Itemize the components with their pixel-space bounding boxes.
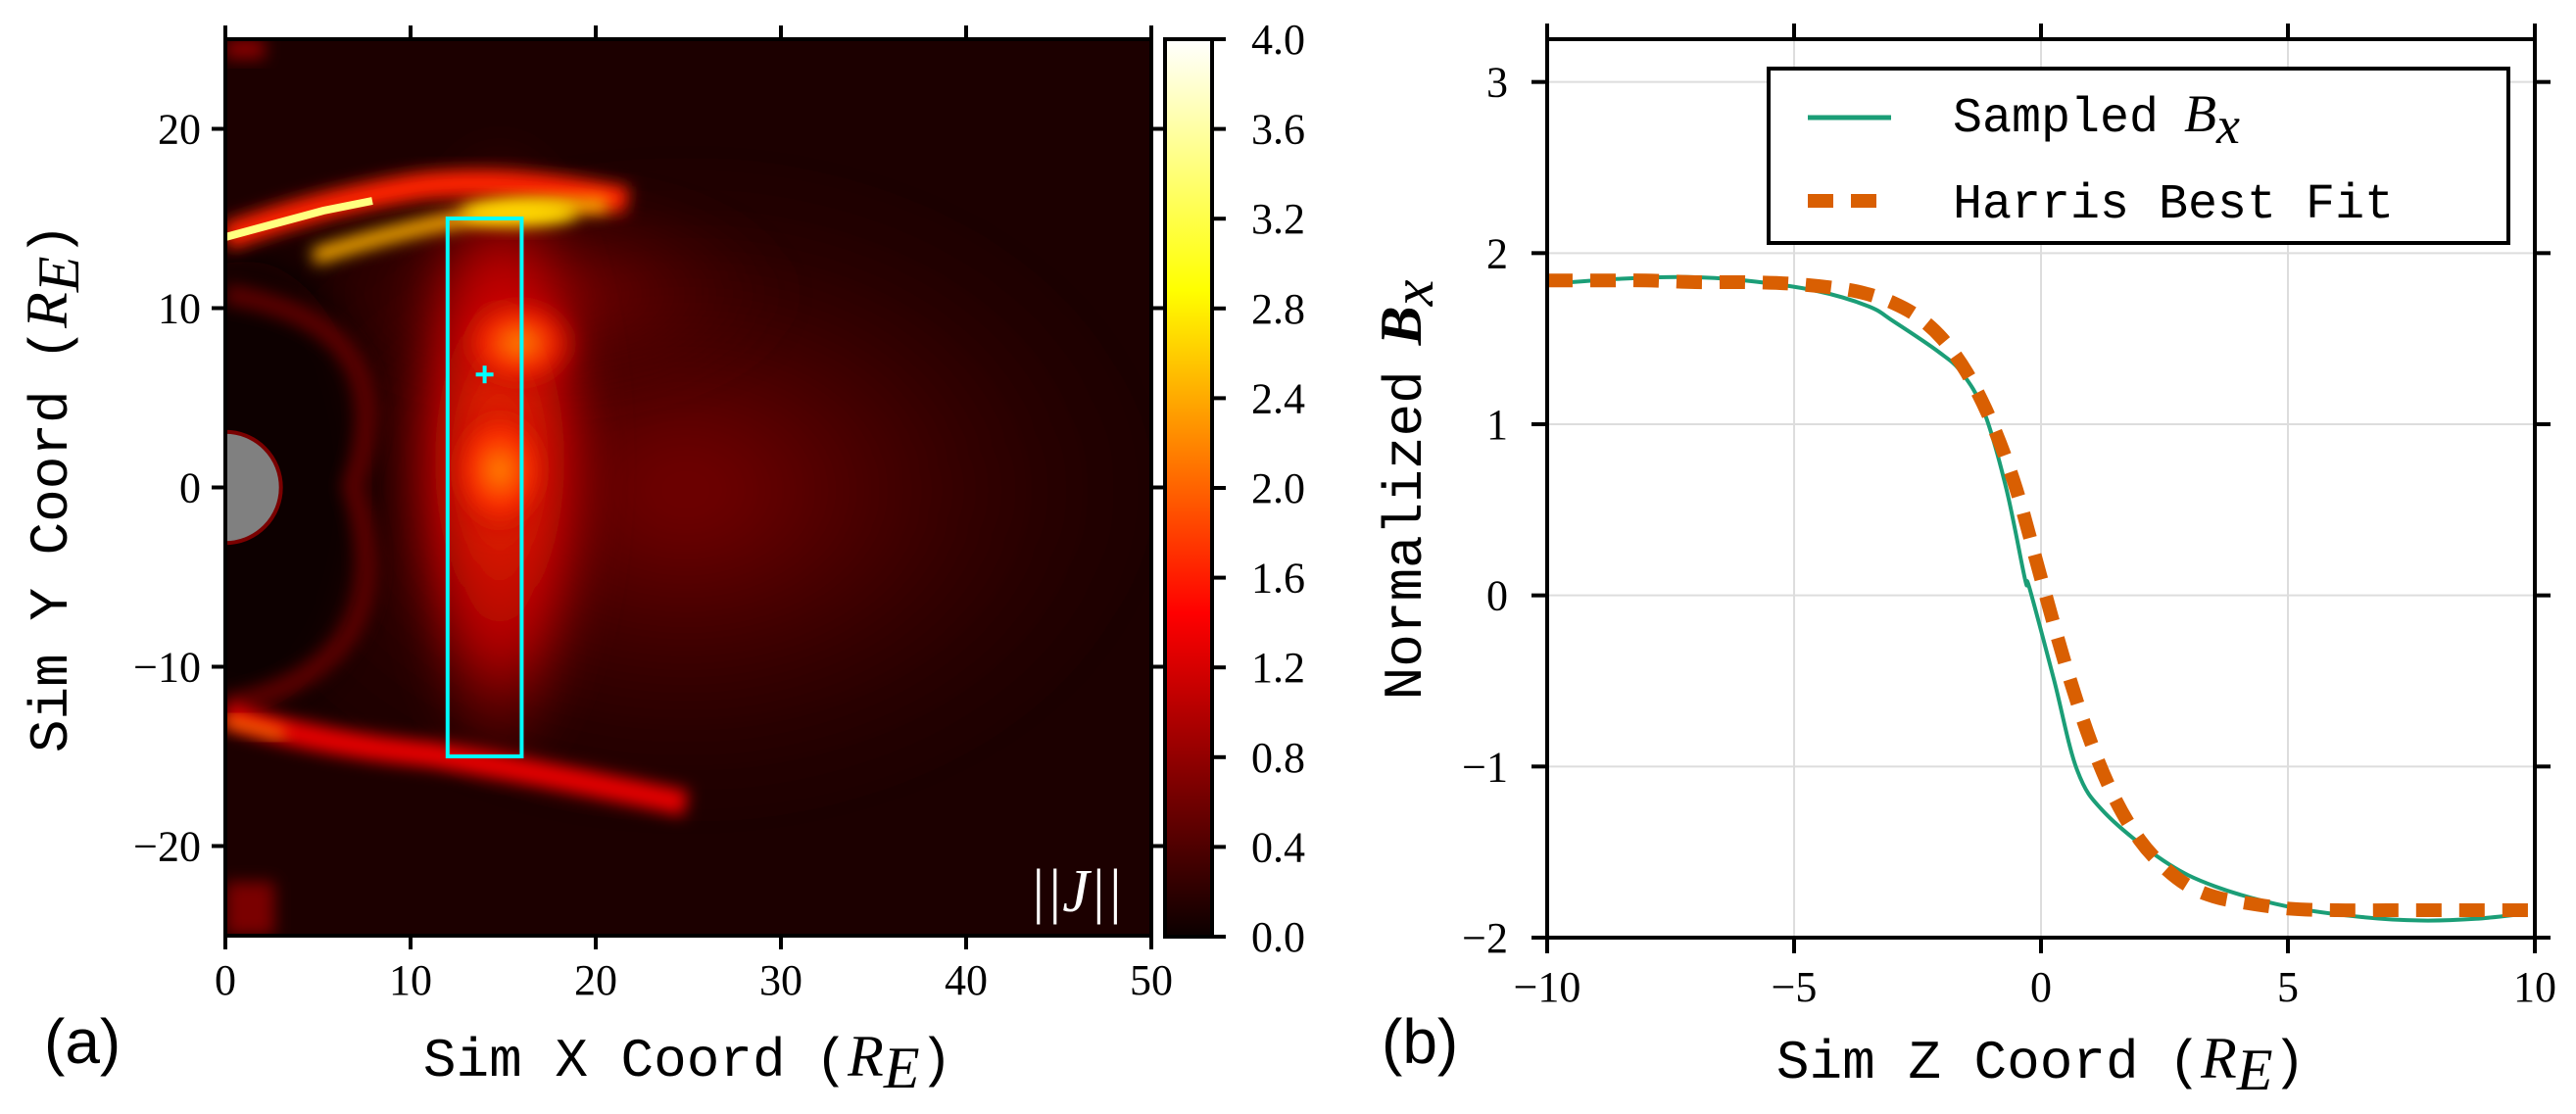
legend: Sampled Bx Harris Best Fit [1767, 67, 2510, 245]
panel-label-b: (b) [1382, 1006, 1458, 1077]
y-axis-unit-a: R [15, 292, 79, 329]
y-tick-label-b: 3 [1486, 59, 1508, 107]
x-tick-label-a: 20 [574, 956, 617, 1004]
y-tick-label-b: 0 [1486, 572, 1508, 620]
colorbar-tick-label: 2.8 [1251, 285, 1305, 333]
y-tick-label-a: −10 [133, 644, 201, 692]
x-axis-label-a: Sim X Coord (RE) [423, 1024, 952, 1100]
heatmap-peak [461, 199, 578, 226]
heatmap-cavity [225, 261, 372, 711]
heatmap-equatorial-blob [441, 397, 559, 544]
y-tick-label-b: −2 [1462, 914, 1508, 962]
colorbar-tick-label: 0.4 [1251, 823, 1305, 871]
colorbar-tick-label: 3.6 [1251, 106, 1305, 154]
x-tick-label-a: 10 [389, 956, 432, 1004]
heatmap-inner-arc [225, 283, 378, 716]
x-tick-label-b: 5 [2277, 963, 2299, 1011]
series-harris-fit [1547, 273, 2535, 918]
y-axis-label-b: Normalized Bx [1369, 279, 1445, 700]
legend-label-harris: Harris Best Fit [1953, 177, 2394, 233]
heatmap-lower-streak-core [225, 716, 286, 739]
x-tick-label-b: 10 [2513, 963, 2556, 1011]
colorbar-tick-label: 1.2 [1251, 644, 1305, 692]
x-tick-label-a: 0 [215, 956, 236, 1004]
y-tick-label-a: 20 [158, 106, 201, 154]
heatmap-mid-blob [451, 289, 588, 397]
x-tick-label-b: 0 [2030, 963, 2052, 1011]
x-tick-label-b: −10 [1514, 963, 1581, 1011]
x-axis-unit-b: R [2200, 1026, 2237, 1090]
legend-box [1767, 67, 2510, 245]
x-axis-label-b-text: Sim Z Coord [1776, 1032, 2139, 1094]
sample-box [445, 217, 524, 758]
x-tick-label-a: 30 [759, 956, 802, 1004]
colorbar-tick-label: 0.0 [1251, 913, 1305, 961]
y-tick-label-a: −20 [133, 823, 201, 871]
x-axis-label-b: Sim Z Coord (RE) [1776, 1026, 2306, 1102]
colorbar-tick-label: 0.8 [1251, 734, 1305, 782]
y-tick-label-a: 0 [179, 464, 201, 512]
colorbar-tick-label: 2.4 [1251, 374, 1305, 422]
y-tick-label-a: 10 [158, 285, 201, 333]
heatmap-edge-top [225, 39, 265, 59]
y-axis-math-sub-b: x [1381, 279, 1445, 307]
y-tick-label-b: 1 [1486, 401, 1508, 449]
earth-disk [225, 429, 283, 546]
colorbar-tick-label: 1.6 [1251, 555, 1305, 603]
legend-math-sub-sampled: x [2215, 96, 2240, 155]
legend-math-sampled: B [2184, 84, 2216, 143]
y-axis-label-a: Sim Y Coord(RE) [15, 223, 91, 752]
x-tick-label-a: 40 [945, 956, 988, 1004]
x-axis-unit-a: R [847, 1024, 884, 1089]
heatmap-lower-streak [225, 702, 689, 816]
colorbar-ticks: 0.0 0.4 0.8 1.2 1.6 2.0 2.4 2.8 3.2 3.6 4.0 [1212, 16, 1305, 961]
panel-label-a: (a) [44, 1006, 121, 1077]
colorbar [1163, 37, 1214, 939]
heatmap-upper-streak-core [225, 197, 373, 241]
y-axis-label-a-text: Sim Y Coord [21, 390, 83, 752]
quantity-label: ||J|| [1029, 858, 1123, 925]
y-axis-unit-sub-a: E [26, 257, 91, 294]
sample-point-marker [475, 365, 494, 384]
x-axis-unit-sub-a: E [883, 1036, 920, 1100]
x-axis-unit-sub-b: E [2236, 1038, 2273, 1102]
y-axis-math-b: B [1369, 306, 1434, 346]
legend-entry-sampled: Sampled Bx [1953, 84, 2240, 155]
x-tick-label-a: 50 [1130, 956, 1173, 1004]
y-axis-label-b-text: Normalized [1375, 370, 1437, 700]
heatmap-edge-bottom [225, 882, 274, 936]
y-tick-label-b: −1 [1462, 743, 1508, 791]
x-axis-label-a-text: Sim X Coord [423, 1030, 786, 1092]
heatmap-field: ||J|| [225, 39, 1151, 936]
panel-a: ||J|| 0 10 20 30 40 50 20 10 0 −10 −20 0.0 0.4 0.8 1.… [15, 16, 1305, 1100]
legend-label-sampled: Sampled [1953, 91, 2159, 147]
colorbar-tick-label: 3.2 [1251, 195, 1305, 243]
y-tick-label-b: 2 [1486, 229, 1508, 277]
series-sampled-bx [1549, 274, 2527, 923]
colorbar-tick-label: 4.0 [1251, 16, 1305, 64]
x-tick-label-b: −5 [1772, 963, 1818, 1011]
colorbar-tick-label: 2.0 [1251, 464, 1305, 512]
panel-a-axes: 0 10 20 30 40 50 20 10 0 −10 −20 [133, 25, 1173, 1004]
